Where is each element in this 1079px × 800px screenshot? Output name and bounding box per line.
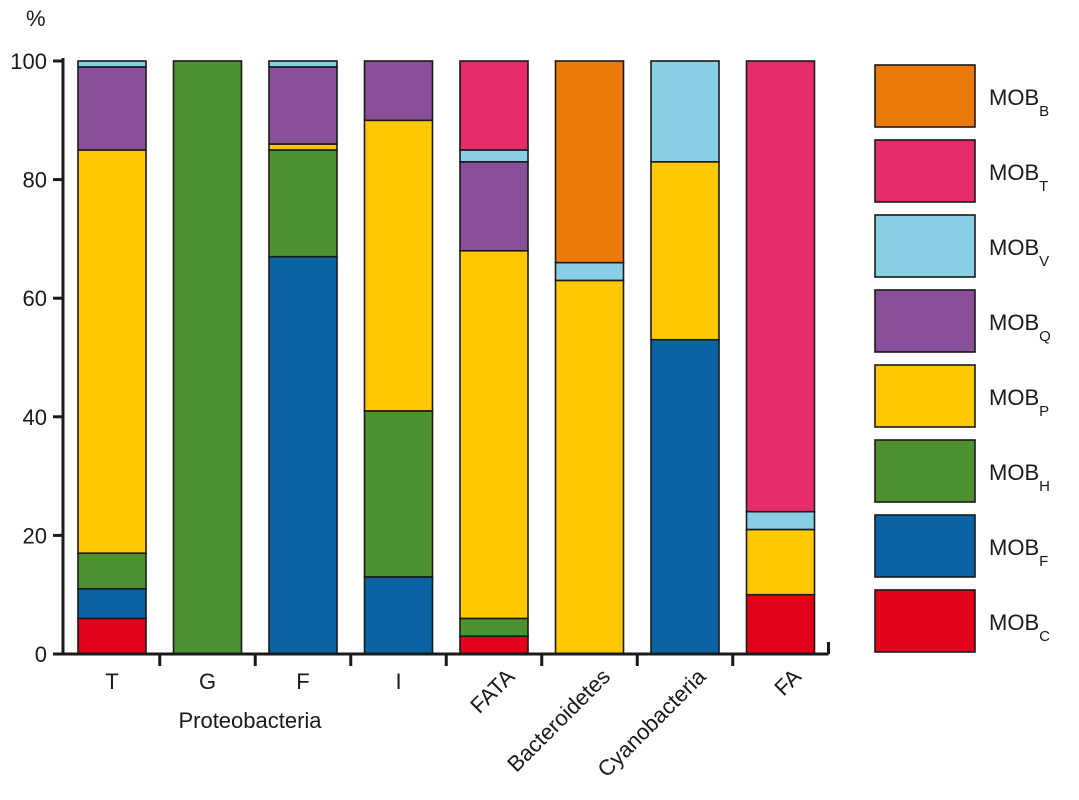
bar-segment-mob-h-fata (459, 617, 529, 638)
x-tick-label: FA (769, 664, 806, 701)
legend-label-sub: V (1039, 253, 1049, 270)
bar-segment-mob-h-g (172, 60, 243, 655)
bar-segment-mob-v-fata (459, 149, 529, 163)
legend-label-main: MOB (989, 610, 1039, 635)
legend-label: MOBT (989, 160, 1048, 195)
legend-swatch (874, 139, 976, 203)
legend-label-sub: F (1039, 553, 1048, 570)
legend-label: MOBP (989, 385, 1049, 420)
bar-segment-mob-p-bacteroidetes (554, 279, 625, 655)
x-tick-label: F (296, 669, 309, 694)
bar-segment-mob-c-fa (745, 593, 816, 655)
legend-swatch (874, 589, 976, 653)
x-tick-label: FATA (465, 664, 519, 718)
legend-swatch (874, 439, 976, 503)
bar-segment-mob-q-f (268, 66, 338, 145)
legend-item-mob-t: MOBT (874, 139, 1048, 203)
legend-swatch (874, 364, 976, 428)
bar-segment-mob-f-i (363, 576, 434, 655)
bar-segment-mob-q-fata (459, 161, 529, 252)
legend-label-main: MOB (989, 460, 1039, 485)
legend-label-main: MOB (989, 310, 1039, 335)
legend-label-main: MOB (989, 235, 1039, 260)
bar-segment-mob-f-f (268, 255, 338, 655)
bar-segment-mob-p-fa (745, 528, 816, 596)
bar-segment-mob-p-cyanobacteria (650, 161, 720, 341)
legend-item-mob-p: MOBP (874, 364, 1049, 428)
bar-segment-mob-v-bacteroidetes (554, 261, 625, 282)
x-group-label: Proteobacteria (178, 708, 322, 733)
y-tick-label: 100 (10, 49, 47, 74)
legend-label: MOBF (989, 535, 1048, 570)
legend-label: MOBC (989, 610, 1050, 645)
bar-segment-mob-p-f (268, 143, 338, 151)
x-tick-label: I (395, 669, 401, 694)
legend-swatch (874, 64, 976, 128)
bar-segment-mob-b-bacteroidetes (554, 60, 625, 264)
bar-segment-mob-p-fata (459, 249, 529, 620)
y-tick-label: 40 (23, 405, 47, 430)
legend-label-main: MOB (989, 85, 1039, 110)
bar-segment-mob-p-i (363, 119, 434, 412)
legend-item-mob-h: MOBH (874, 439, 1050, 503)
legend-label-main: MOB (989, 160, 1039, 185)
bar-segment-mob-c-t (77, 617, 147, 655)
y-tick-label: 60 (23, 286, 47, 311)
bar-segment-mob-p-t (77, 149, 147, 554)
bar-segment-mob-h-t (77, 552, 147, 590)
y-tick-label: 80 (23, 168, 47, 193)
bar-segment-mob-q-i (363, 60, 434, 122)
legend-label-sub: T (1039, 178, 1048, 195)
y-axis: 0 20 40 60 80 100 (10, 49, 65, 667)
x-tick-label: T (105, 669, 118, 694)
bar-segment-mob-v-fa (745, 510, 816, 531)
legend-item-mob-c: MOBC (874, 589, 1050, 653)
legend-label-main: MOB (989, 385, 1039, 410)
legend-label-sub: H (1039, 478, 1050, 495)
legend-swatch (874, 514, 976, 578)
legend-label-sub: P (1039, 403, 1049, 420)
legend-label: MOBQ (989, 310, 1051, 345)
legend-label: MOBB (989, 85, 1049, 120)
bar-segment-mob-v-cyanobacteria (650, 60, 720, 163)
legend-swatch (874, 289, 976, 353)
x-tick-label: G (199, 669, 216, 694)
bar-segment-mob-q-t (77, 66, 147, 151)
legend-label-sub: B (1039, 103, 1049, 120)
bar-segment-mob-f-t (77, 587, 147, 620)
y-tick-label: 0 (35, 642, 47, 667)
legend-swatch (874, 214, 976, 278)
bar-segment-mob-h-f (268, 149, 338, 258)
y-unit-label: % (26, 6, 46, 31)
legend-item-mob-b: MOBB (874, 64, 1049, 128)
y-tick-label: 20 (23, 523, 47, 548)
legend-item-mob-f: MOBF (874, 514, 1048, 578)
legend-item-mob-q: MOBQ (874, 289, 1051, 353)
legend-label-sub: C (1039, 628, 1050, 645)
bar-segment-mob-c-fata (459, 635, 529, 655)
bar-segment-mob-v-f (268, 60, 338, 68)
bar-segment-mob-f-cyanobacteria (650, 338, 720, 655)
bar-segment-mob-h-i (363, 410, 434, 578)
bars (77, 60, 816, 655)
bar-segment-mob-t-fata (459, 60, 529, 151)
legend-item-mob-v: MOBV (874, 214, 1049, 278)
legend-label: MOBH (989, 460, 1050, 495)
bar-segment-mob-v-t (77, 60, 147, 68)
legend-label: MOBV (989, 235, 1049, 270)
bar-segment-mob-t-fa (745, 60, 816, 513)
legend-label-sub: Q (1039, 328, 1051, 345)
legend-label-main: MOB (989, 535, 1039, 560)
